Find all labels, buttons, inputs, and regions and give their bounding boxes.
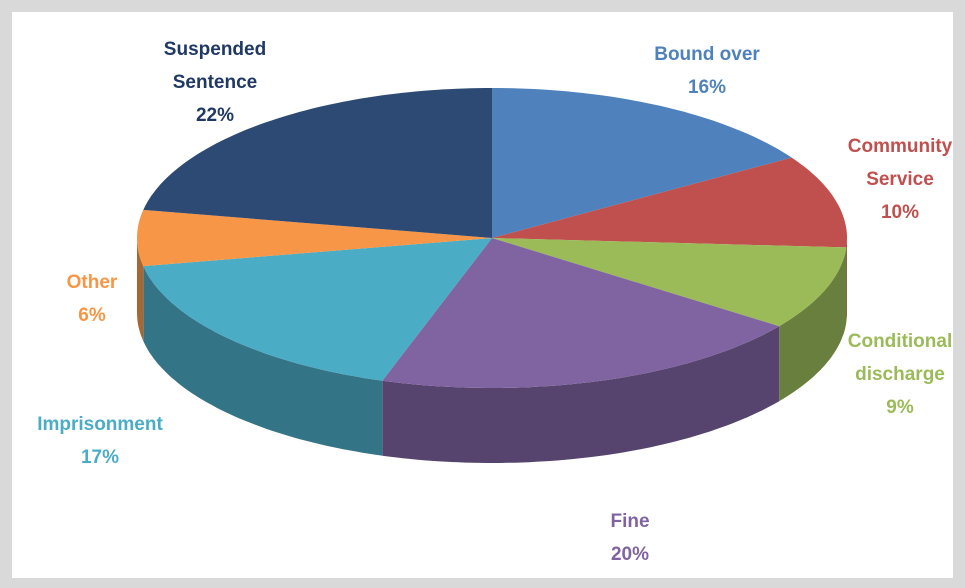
data-label-name: Suspended Sentence xyxy=(164,39,266,93)
data-label-value: 10% xyxy=(881,202,919,223)
data-label-value: 20% xyxy=(611,544,649,565)
slice xyxy=(492,238,847,327)
data-label-name: Conditional discharge xyxy=(848,331,952,385)
slice-side xyxy=(779,247,847,402)
data-label-name: Imprisonment xyxy=(37,414,163,435)
data-label-value: 22% xyxy=(196,105,234,126)
slice-side xyxy=(143,266,383,456)
slice-side xyxy=(846,238,847,323)
slice-side xyxy=(382,326,780,463)
slice-side xyxy=(137,238,144,342)
slice xyxy=(137,209,492,267)
data-label-name: Bound over xyxy=(654,44,760,65)
data-label-value: 17% xyxy=(81,447,119,468)
data-label-value: 9% xyxy=(886,397,914,418)
slice xyxy=(492,88,792,238)
slice xyxy=(492,157,847,248)
data-label-name: Community Service xyxy=(848,136,953,190)
slice xyxy=(382,238,780,388)
slice xyxy=(143,238,493,381)
data-label-name: Other xyxy=(67,272,118,293)
data-label-value: 16% xyxy=(688,77,726,98)
data-label-name: Fine xyxy=(610,511,649,532)
slice xyxy=(143,88,493,238)
data-label-value: 6% xyxy=(78,305,106,326)
